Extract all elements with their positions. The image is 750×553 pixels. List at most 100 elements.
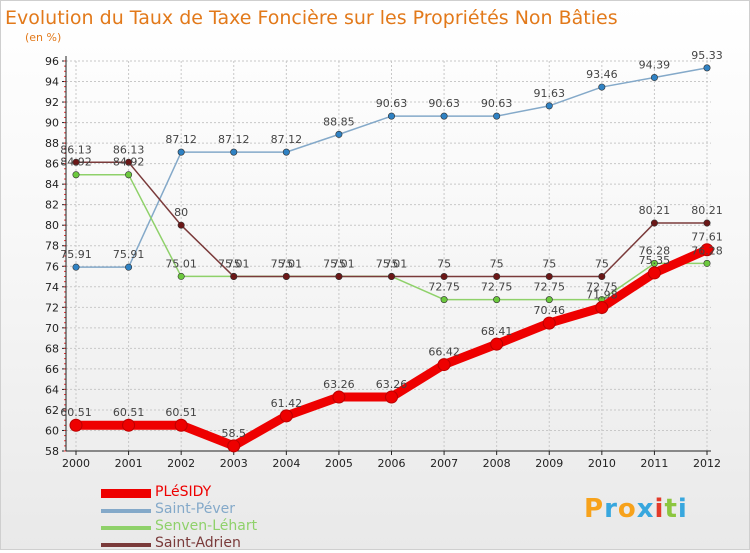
data-point: [647, 266, 661, 280]
data-point: [542, 316, 556, 330]
legend-label: Saint-Péver: [155, 501, 235, 517]
data-point: [598, 83, 606, 91]
data-point: [595, 301, 609, 315]
data-point: [703, 219, 711, 227]
data-point: [440, 112, 448, 120]
data-label: 72.75: [481, 281, 513, 294]
data-label: 75.01: [165, 257, 197, 270]
data-point: [493, 112, 501, 120]
data-label: 63.26: [323, 378, 355, 391]
x-tick-label: 2010: [588, 457, 616, 470]
data-label: 75: [227, 258, 241, 271]
x-tick-label: 2012: [693, 457, 721, 470]
data-label: 71.98: [586, 289, 618, 302]
data-label: 77.61: [691, 231, 723, 244]
data-label: 95.33: [691, 49, 723, 62]
data-label: 88.85: [323, 115, 355, 128]
data-label: 84.92: [60, 156, 92, 169]
data-point: [335, 273, 343, 281]
data-point: [440, 296, 448, 304]
logo-letter: i: [654, 494, 665, 524]
y-tick-label: 94: [45, 76, 59, 89]
y-tick-label: 78: [45, 240, 59, 253]
data-point: [440, 273, 448, 281]
data-point: [490, 337, 504, 351]
data-point: [332, 390, 346, 404]
data-label: 90.63: [428, 97, 460, 110]
logo-letter: i: [677, 494, 688, 524]
data-point: [545, 102, 553, 110]
x-tick-label: 2002: [167, 457, 195, 470]
chart-title: Evolution du Taux de Taxe Foncière sur l…: [5, 7, 618, 29]
legend-swatch: [101, 509, 151, 513]
data-point: [177, 148, 185, 156]
legend-label: PLéSIDY: [155, 484, 212, 500]
data-point: [125, 263, 133, 271]
data-label: 86.13: [60, 143, 92, 156]
logo-letter: P: [584, 494, 605, 524]
y-tick-label: 80: [45, 219, 59, 232]
data-label: 93.46: [586, 68, 618, 81]
data-point: [700, 243, 714, 257]
data-point: [493, 273, 501, 281]
data-point: [69, 418, 83, 432]
data-point: [282, 148, 290, 156]
data-label: 76.28: [691, 244, 723, 257]
y-tick-label: 70: [45, 322, 59, 335]
data-point: [72, 171, 80, 179]
data-label: 75.01: [218, 257, 250, 270]
data-point: [598, 273, 606, 281]
data-label: 75.35: [639, 254, 671, 267]
data-label: 60.51: [165, 406, 197, 419]
data-point: [493, 296, 501, 304]
legend-swatch: [101, 526, 151, 530]
data-label: 87.12: [165, 133, 197, 146]
data-point: [72, 263, 80, 271]
data-label: 76.28: [639, 244, 671, 257]
data-point: [72, 158, 80, 166]
x-tick-label: 2001: [115, 457, 143, 470]
data-label: 75.01: [271, 257, 303, 270]
x-tick-label: 2009: [535, 457, 563, 470]
data-label: 66.42: [428, 346, 460, 359]
data-label: 75.01: [323, 257, 355, 270]
data-point: [279, 409, 293, 423]
x-tick-label: 2000: [62, 457, 90, 470]
data-label: 90.63: [481, 97, 513, 110]
data-point: [177, 221, 185, 229]
data-point: [703, 259, 711, 267]
proxiti-logo: Proxiti: [584, 494, 688, 524]
data-label: 72.75: [534, 281, 566, 294]
data-label: 94.39: [639, 59, 671, 72]
legend-label: Senven-Léhart: [155, 518, 258, 534]
x-tick-label: 2003: [220, 457, 248, 470]
data-label: 68.41: [481, 325, 513, 338]
data-label: 63.26: [376, 378, 408, 391]
data-label: 75: [437, 258, 451, 271]
data-point: [230, 273, 238, 281]
data-point: [437, 358, 451, 372]
legend-label: Saint-Adrien: [155, 535, 241, 551]
logo-letter: t: [664, 494, 678, 524]
data-label: 60.51: [113, 406, 145, 419]
data-point: [230, 148, 238, 156]
data-point: [122, 418, 136, 432]
y-axis-unit: (en %): [25, 31, 62, 44]
legend-swatch: [101, 543, 151, 547]
y-tick-label: 66: [45, 363, 59, 376]
data-label: 75: [332, 258, 346, 271]
y-tick-label: 74: [45, 281, 59, 294]
x-tick-label: 2006: [378, 457, 406, 470]
data-label: 75.01: [376, 257, 408, 270]
data-point: [387, 112, 395, 120]
logo-letter: r: [604, 494, 618, 524]
data-label: 61.42: [271, 397, 303, 410]
x-tick-label: 2004: [272, 457, 300, 470]
data-label: 75: [542, 258, 556, 271]
data-point: [650, 219, 658, 227]
y-tick-label: 68: [45, 342, 59, 355]
data-label: 72.75: [428, 281, 460, 294]
data-label: 75.91: [60, 248, 92, 261]
